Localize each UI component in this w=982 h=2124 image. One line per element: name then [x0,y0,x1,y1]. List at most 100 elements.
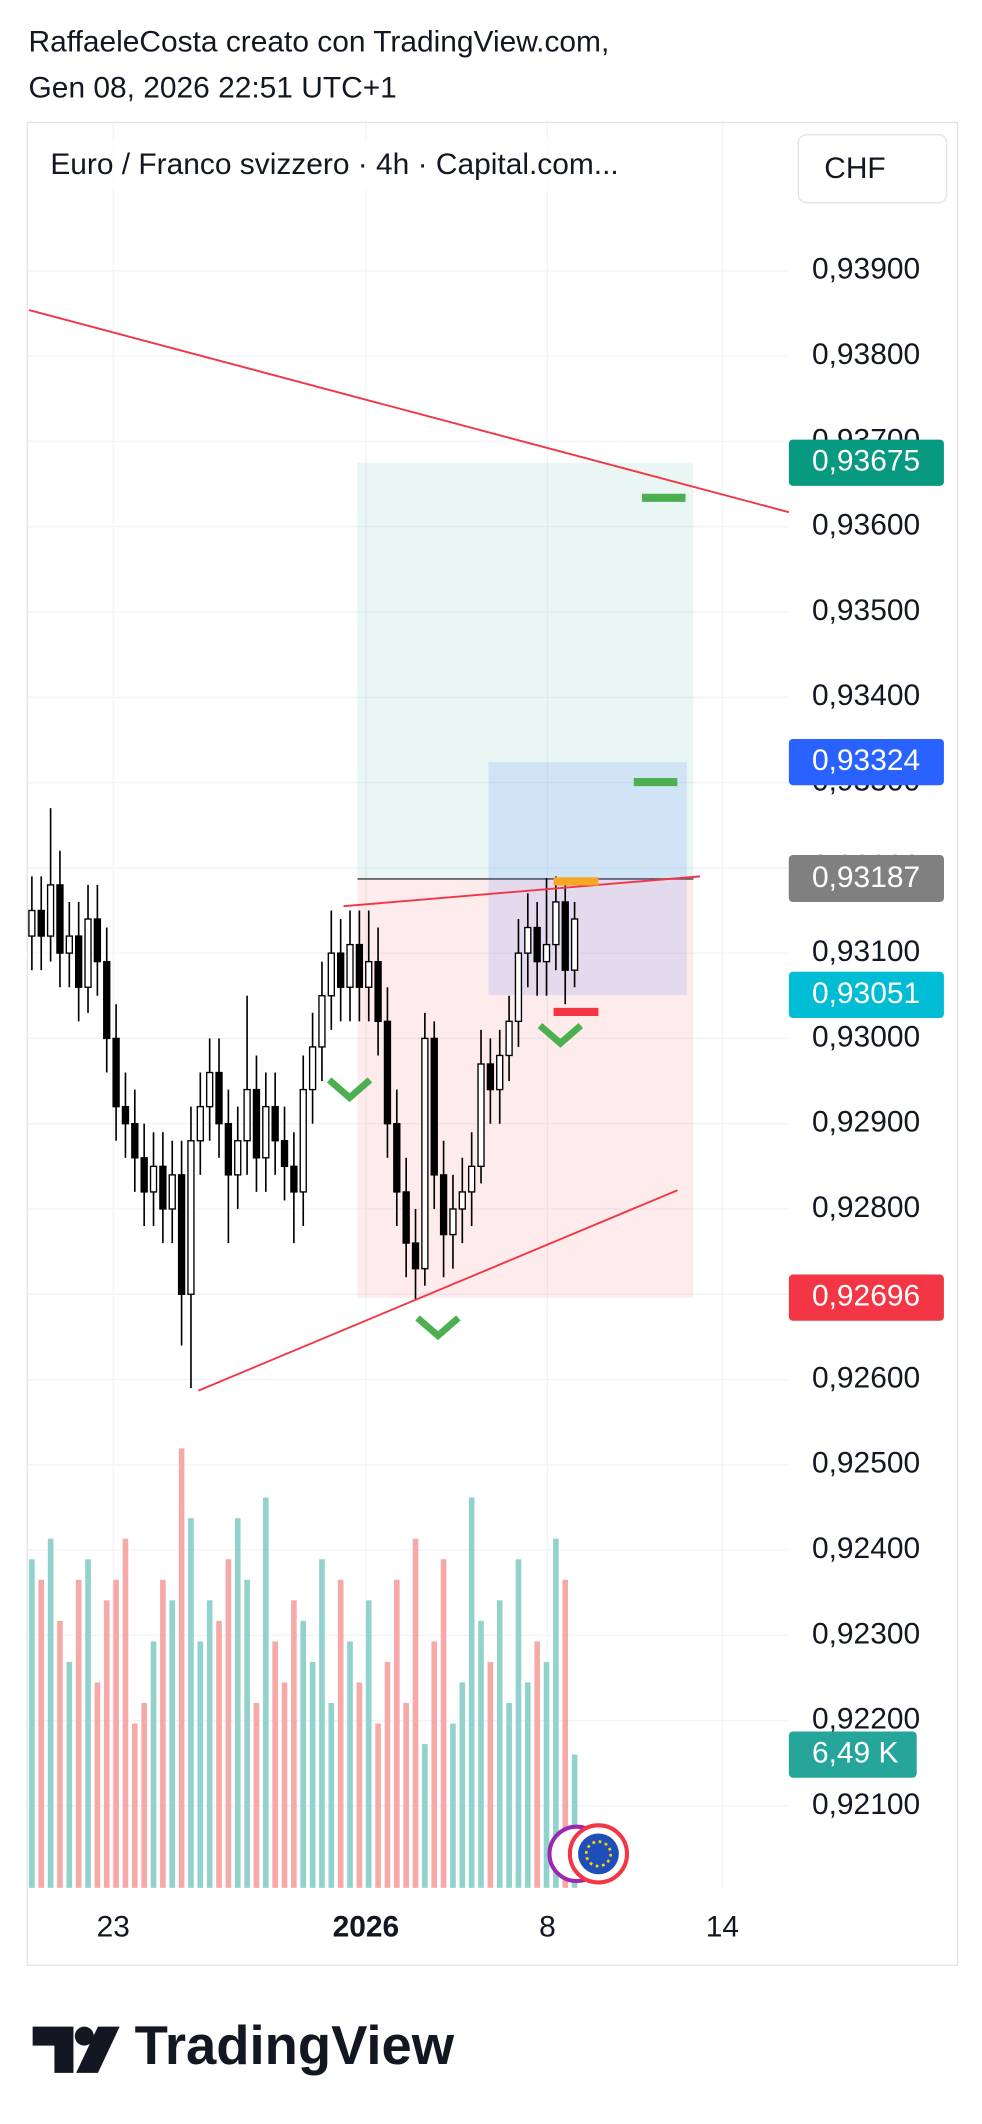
y-tick-label: 0,93000 [812,1020,920,1053]
candle-body [421,1037,429,1270]
volume-bar [478,1620,484,1888]
candle-body [336,952,345,988]
candle-body [346,943,354,988]
candle-body [46,884,55,937]
candle-body [243,1088,251,1142]
volume-bar [496,1600,503,1888]
x-tick-label: 14 [706,1911,739,1944]
volume-layer [29,1448,578,1888]
volume-bar [94,1682,101,1888]
candle-body [290,1165,298,1193]
volume-bar [57,1620,63,1888]
volume-bar [571,1754,578,1888]
volume-bar [300,1620,307,1888]
candle-body [393,1123,401,1193]
volume-bar [197,1641,204,1888]
candle-body [524,926,532,954]
volume-bar [524,1682,531,1888]
candle-body [140,1157,148,1193]
candle-layer [28,808,579,1389]
y-tick-label: 0,92900 [812,1106,920,1139]
date-line: Gen 08, 2026 22:51 UTC+1 [29,72,397,105]
volume-bar [103,1600,110,1888]
candle-body [84,918,92,988]
y-tick-label: 0,93600 [812,509,920,542]
check-mark [537,1022,583,1048]
volume-bar [66,1661,73,1888]
y-tick-label: 0,93900 [812,253,920,286]
currency: CHF [824,152,885,185]
candle-body [74,935,83,988]
candle-body [533,926,541,963]
price-tag-label: 0,93324 [812,744,920,777]
volume-bar [38,1579,45,1888]
y-tick-label: 0,92100 [812,1788,920,1821]
volume-bar [562,1579,569,1888]
candle-body [131,1123,139,1159]
volume-bar [459,1682,466,1888]
volume-bar [160,1579,166,1888]
volume-bar [412,1538,419,1888]
candle-body [215,1071,223,1125]
y-tick-label: 0,93800 [812,338,920,371]
volume-bar [309,1661,316,1888]
price-tag-label: 0,93675 [812,445,920,478]
position-layer [357,462,694,1298]
currency-box[interactable] [797,133,948,204]
price-tag-label: 0,93051 [812,977,920,1010]
volume-bar [365,1600,372,1888]
volume-bar [440,1559,447,1888]
candle-body [280,1140,289,1168]
candle-body [187,1140,195,1295]
eu-stars [584,1840,613,1868]
volume-tag [788,1731,917,1778]
x-tick-label: 8 [539,1911,556,1944]
volume-bar [450,1723,456,1888]
candle-body [37,909,45,937]
candle-body [486,1063,495,1091]
volume-bar [178,1448,185,1888]
price-tag-label: 0,93187 [812,861,920,894]
volume-bar [132,1723,138,1888]
volume-bar [375,1723,381,1888]
price-tag [788,738,944,786]
volume-bar [122,1538,129,1888]
candle-body [159,1165,167,1210]
candle-body [477,1063,485,1168]
y-tick-label: 0,92800 [812,1191,920,1224]
candle-body [383,1020,392,1125]
candle-body [224,1123,233,1176]
author-line: RaffaeleCosta creato con TradingView.com… [29,25,610,58]
volume-bar [281,1682,288,1888]
volume-bar [403,1703,409,1888]
candle-body [177,1174,186,1295]
volume-bar [272,1641,278,1888]
volume-bar [337,1579,344,1888]
volume-bar [515,1559,522,1888]
x-tick-label: 2026 [333,1911,400,1944]
candle-body [449,1208,457,1236]
check-mark [415,1315,461,1341]
candle-body [570,918,579,971]
candle-body [411,1242,420,1270]
volume-bar [244,1579,250,1888]
candle-body [56,884,64,954]
y-tick-label: 0,92600 [812,1361,920,1394]
volume-bar [384,1661,391,1888]
y-tick-label: 0,92500 [812,1447,920,1480]
volume-bar [534,1641,540,1888]
logo-mark [32,2026,74,2073]
trendline [28,309,790,514]
volume-bar [291,1600,297,1888]
candle-body [318,995,326,1048]
candle-body [252,1088,261,1159]
candle-body [103,960,111,1040]
candle-body [542,943,551,963]
price-tag [788,439,944,486]
volume-bar [141,1703,147,1888]
trendline [198,1189,678,1392]
volume-bar [262,1497,269,1888]
y-tick-label: 0,92400 [812,1532,920,1565]
volume-bar [356,1682,363,1888]
